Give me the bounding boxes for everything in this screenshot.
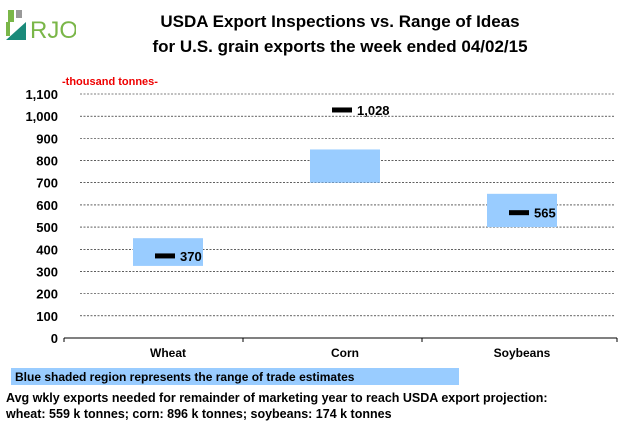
note-line-2: wheat: 559 k tonnes; corn: 896 k tonnes;… [6,407,392,421]
y-axis-unit: -thousand tonnes- [62,76,158,88]
range-bar-corn [310,149,380,183]
range-bar-wheat [133,238,203,266]
chart-subtitle: for U.S. grain exports the week ended 04… [152,37,528,56]
actual-marker-wheat [155,253,175,259]
note-line-1: Avg wkly exports needed for remainder of… [6,391,548,405]
y-tick-label: 200 [36,287,58,302]
rjo-logo: RJO [6,10,76,44]
y-tick-label: 800 [36,154,58,169]
y-tick-label: 600 [36,198,58,213]
y-tick-label: 100 [36,309,58,324]
svg-text:RJO: RJO [30,17,76,44]
x-tick-label: Soybeans [494,346,551,360]
y-tick-label: 1,100 [25,87,58,102]
y-tick-label: 0 [51,331,58,346]
actual-label: 370 [180,249,202,264]
actual-label: 1,028 [357,103,390,118]
y-tick-label: 300 [36,264,58,279]
actual-marker-corn [332,107,352,113]
y-tick-label: 400 [36,242,58,257]
y-tick-label: 700 [36,176,58,191]
x-tick-label: Wheat [150,346,186,360]
x-tick-label: Corn [331,346,359,360]
actual-marker-soybeans [509,210,529,216]
actual-label: 565 [534,206,556,221]
legend-range-note: Blue shaded region represents the range … [11,368,459,385]
y-tick-label: 900 [36,131,58,146]
y-tick-label: 1,000 [25,109,58,124]
chart-title: USDA Export Inspections vs. Range of Ide… [160,12,520,31]
y-tick-label: 500 [36,220,58,235]
